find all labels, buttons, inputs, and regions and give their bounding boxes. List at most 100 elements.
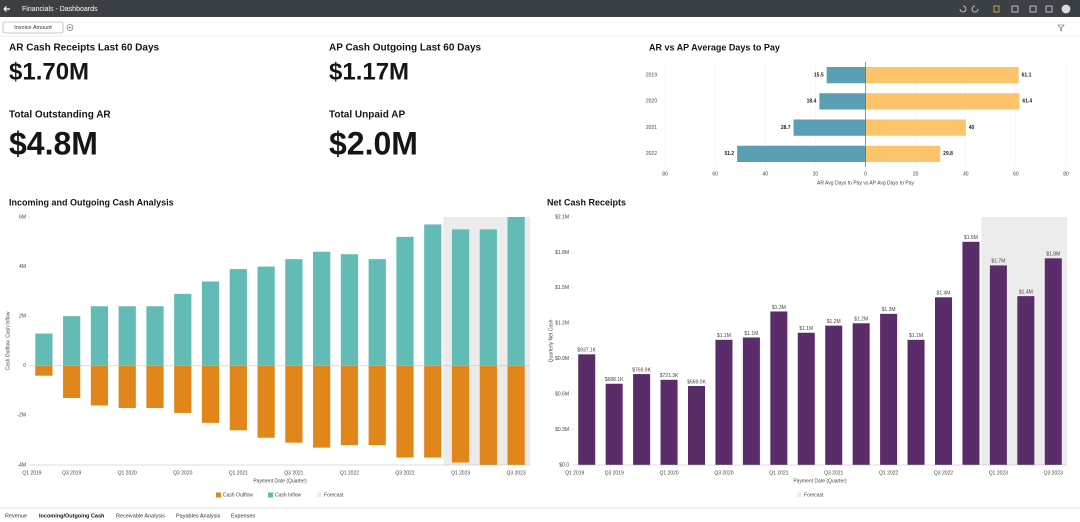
data-label: 51.2	[724, 151, 734, 157]
filter-icon[interactable]	[1057, 24, 1065, 32]
tab[interactable]: Revenue	[5, 513, 27, 519]
x-tick-label: Q3 2023	[507, 470, 526, 476]
data-label: $1.4M	[1019, 289, 1033, 295]
bar	[313, 365, 331, 448]
add-filter[interactable]	[66, 24, 74, 31]
bar	[257, 266, 275, 366]
data-label: $1.3M	[772, 305, 786, 311]
back-button[interactable]	[3, 6, 10, 12]
x-tick-label: 40	[762, 171, 768, 177]
bar	[742, 337, 760, 465]
bar	[424, 365, 442, 458]
bar	[989, 265, 1007, 465]
data-label: 61.4	[1022, 99, 1032, 105]
data-label: 15.5	[814, 72, 824, 78]
legend-label: Forecast	[324, 492, 344, 498]
data-label: $721.3K	[660, 373, 679, 379]
y-tick-label: $0.9M	[555, 356, 569, 362]
data-label: 18.4	[807, 99, 817, 105]
x-tick-label: 80	[1063, 171, 1069, 177]
bar	[63, 365, 81, 399]
x-tick-label: Q3 2022	[934, 470, 953, 476]
data-label: 40	[969, 125, 975, 131]
x-tick-label: Q1 2023	[451, 470, 470, 476]
x-tick-label: Q3 2022	[395, 470, 414, 476]
filter-button[interactable]	[2, 21, 64, 34]
y-tick-label: 4M	[19, 264, 26, 270]
bar	[285, 259, 303, 366]
bar	[660, 379, 678, 465]
data-label: $1.2M	[854, 317, 868, 323]
bar	[63, 316, 81, 366]
bar	[962, 241, 980, 465]
bar	[451, 365, 470, 463]
tab[interactable]: Incoming/Outgoing Cash	[39, 513, 105, 519]
x-tick-label: Q1 2020	[659, 470, 678, 476]
tab[interactable]: Expenses	[231, 513, 255, 519]
x-tick-label: Q1 2021	[769, 470, 788, 476]
bar	[229, 365, 247, 431]
bar	[852, 323, 870, 465]
legend-swatch	[268, 492, 273, 498]
bar	[118, 306, 136, 366]
bar	[715, 339, 733, 465]
bar	[340, 254, 359, 366]
x-tick-label: Q1 2022	[879, 470, 898, 476]
bar	[479, 229, 497, 366]
tab[interactable]: Receivable Analysis	[116, 513, 165, 519]
x-tick-label: 0	[864, 171, 867, 177]
bar	[819, 93, 866, 110]
data-label: $1.2M	[827, 319, 841, 325]
bar	[90, 365, 109, 406]
bar	[633, 374, 651, 465]
bar	[90, 306, 109, 366]
bar	[865, 66, 1019, 84]
y-axis-label: Cash Outflow, Cash Inflow	[5, 311, 11, 370]
x-tick-label: Q1 2019	[565, 470, 584, 476]
kpi-value: $1.17M	[329, 58, 409, 85]
x-tick-label: Q3 2021	[284, 470, 303, 476]
bar	[424, 224, 442, 366]
data-label: $1.1M	[717, 333, 731, 339]
x-tick-label: 20	[813, 171, 819, 177]
bar	[507, 365, 525, 465]
data-label: $937.1K	[577, 348, 596, 354]
tab[interactable]: Payables Analysis	[176, 513, 221, 519]
y-tick-label: 2M	[19, 314, 26, 320]
kpi-title: AR Cash Receipts Last 60 Days	[9, 43, 160, 54]
y-tick-label: $1.5M	[555, 285, 569, 291]
bar	[174, 365, 192, 413]
x-tick-label: Q1 2022	[340, 470, 359, 476]
x-axis-label: Payment Date (Quarter)	[793, 478, 847, 484]
legend-swatch	[216, 492, 221, 498]
bar	[605, 383, 623, 465]
legend-label: Cash Inflow	[275, 492, 302, 498]
bar	[578, 354, 596, 465]
kpi-value: $2.0M	[329, 125, 418, 161]
bar	[826, 66, 866, 84]
kpi-value: $1.70M	[9, 58, 89, 85]
y-tick-label: -2M	[17, 413, 26, 419]
x-tick-label: 20	[913, 171, 919, 177]
bar	[368, 365, 386, 446]
bar	[865, 119, 966, 136]
y-tick-label: $0.3M	[555, 427, 569, 433]
kpi-title: Total Outstanding AR	[9, 110, 111, 121]
bar	[793, 119, 866, 136]
kpi-title: Total Unpaid AP	[329, 110, 405, 121]
header-icons[interactable]	[959, 4, 1071, 14]
bar	[865, 145, 941, 163]
bar	[313, 251, 331, 366]
bar	[1044, 258, 1062, 465]
x-axis-label: Payment Date (Quarter)	[253, 478, 307, 484]
y-tick-label: 0	[23, 363, 26, 369]
bar	[257, 365, 275, 438]
bar	[146, 306, 164, 366]
y-tick-label: $2.1M	[555, 214, 569, 220]
bar	[285, 365, 303, 443]
bar	[797, 332, 815, 465]
data-label: $1.8M	[1046, 252, 1060, 258]
bar	[201, 365, 220, 423]
x-tick-label: Q3 2020	[714, 470, 733, 476]
